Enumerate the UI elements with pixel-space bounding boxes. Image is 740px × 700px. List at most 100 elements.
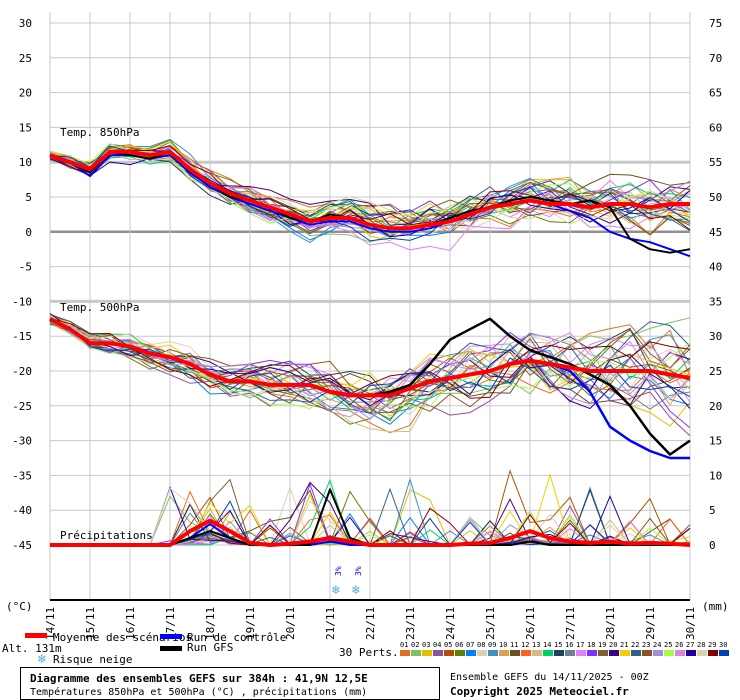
- member-legend-number: 22: [631, 641, 639, 649]
- member-legend-number: 21: [620, 641, 628, 649]
- snow-risk-percent: 3%: [354, 566, 363, 576]
- member-line-850: [49, 152, 691, 230]
- right-tick-label: 60: [709, 121, 722, 134]
- x-tick-label: 19/11: [244, 607, 257, 640]
- member-legend: 01 02 03 04 05 06 07 08 09 10 11 12 13 14 15 16 17 18 19 20…: [400, 641, 729, 656]
- member-legend-swatch: [477, 650, 487, 656]
- legend-control-label: Run de contrôle: [187, 631, 286, 644]
- member-line-500: [49, 323, 691, 422]
- legend-perts-label: 30 Perts.: [339, 646, 399, 659]
- x-tick-label: 24/11: [444, 607, 457, 640]
- x-tick-label: 26/11: [524, 607, 537, 640]
- member-legend-swatch: [686, 650, 696, 656]
- member-legend-number: 02: [411, 641, 419, 649]
- member-legend-number: 01: [400, 641, 408, 649]
- right-tick-label: 15: [709, 435, 722, 448]
- left-tick-label: -35: [12, 469, 32, 482]
- member-legend-number: 10: [499, 641, 507, 649]
- member-line-500: [49, 320, 691, 418]
- member-legend-swatch: [455, 650, 465, 656]
- member-legend-number: 14: [543, 641, 551, 649]
- legend-mean-swatch: [25, 633, 47, 638]
- x-tick-label: 18/11: [204, 607, 217, 640]
- snow-risk-percent: 3%: [334, 566, 343, 576]
- member-legend-swatch: [532, 650, 542, 656]
- legend-control-swatch: [160, 634, 182, 639]
- member-line-500: [49, 318, 691, 410]
- member-legend-number: 24: [653, 641, 661, 649]
- mean-line-850: [49, 149, 690, 231]
- member-legend-swatch: [433, 650, 443, 656]
- member-legend-swatch: [565, 650, 575, 656]
- member-legend-swatch: [719, 650, 729, 656]
- control-line-850: [49, 154, 691, 258]
- member-legend-number: 28: [697, 641, 705, 649]
- member-legend-number: 23: [642, 641, 650, 649]
- snowflake-icon: ❄: [351, 583, 360, 598]
- legend-gfs-label: Run GFS: [187, 641, 233, 654]
- legend-gfs-swatch: [160, 646, 182, 651]
- member-legend-swatch: [653, 650, 663, 656]
- member-line-850: [49, 145, 691, 231]
- right-tick-label: 75: [709, 17, 722, 30]
- member-legend-swatch: [543, 650, 553, 656]
- mean-line-precip: [50, 518, 691, 547]
- member-legend-swatch: [422, 650, 432, 656]
- member-legend-number: 27: [686, 641, 694, 649]
- member-legend-swatch: [697, 650, 707, 656]
- member-legend-swatch: [499, 650, 509, 656]
- member-legend-number: 18: [587, 641, 595, 649]
- left-tick-label: 15: [19, 121, 32, 134]
- member-line-500: [49, 313, 691, 420]
- member-legend-number: 20: [609, 641, 617, 649]
- x-tick-label: 22/11: [364, 607, 377, 640]
- member-line-850: [49, 149, 691, 226]
- right-tick-label: 40: [709, 261, 722, 274]
- member-legend-number: 07: [466, 641, 474, 649]
- member-legend-number: 29: [708, 641, 716, 649]
- member-legend-number: 03: [422, 641, 430, 649]
- left-tick-label: -25: [12, 400, 32, 413]
- label-precip: Précipitations: [60, 529, 153, 542]
- right-tick-label: 55: [709, 156, 722, 169]
- member-legend-swatch: [411, 650, 421, 656]
- member-legend-swatch: [708, 650, 718, 656]
- left-tick-label: -45: [12, 539, 32, 552]
- chart-title: Diagramme des ensembles GEFS sur 384h : …: [30, 672, 368, 685]
- x-tick-label: 30/11: [684, 607, 697, 640]
- member-legend-swatch: [631, 650, 641, 656]
- left-tick-label: 20: [19, 87, 32, 100]
- left-tick-label: -30: [12, 435, 32, 448]
- member-legend-number: 19: [598, 641, 606, 649]
- legend-snow-label: Risque neige: [53, 653, 132, 666]
- member-legend-swatch: [675, 650, 685, 656]
- member-legend-number: 15: [554, 641, 562, 649]
- member-legend-swatch: [620, 650, 630, 656]
- member-legend-number: 09: [488, 641, 496, 649]
- member-legend-swatch: [664, 650, 674, 656]
- mean-line-500: [49, 317, 691, 398]
- member-legend-number: 25: [664, 641, 672, 649]
- snow-risk-markers: 3% ❄ 3% ❄: [331, 566, 363, 598]
- right-tick-label: 25: [709, 365, 722, 378]
- right-tick-label: 20: [709, 400, 722, 413]
- member-legend-swatch: [488, 650, 498, 656]
- member-legend-number: 06: [455, 641, 463, 649]
- member-legend-number: 11: [510, 641, 518, 649]
- member-legend-number: 30: [719, 641, 727, 649]
- member-legend-number: 17: [576, 641, 584, 649]
- right-tick-label: 70: [709, 52, 722, 65]
- right-tick-label: 30: [709, 330, 722, 343]
- member-legend-number: 04: [433, 641, 441, 649]
- left-tick-label: -15: [12, 330, 32, 343]
- x-tick-label: 21/11: [324, 607, 337, 640]
- right-tick-label: 10: [709, 469, 722, 482]
- member-line-500: [49, 317, 691, 399]
- right-tick-label: 5: [709, 504, 716, 517]
- legend-mean-label: Moyenne des scénarios: [53, 631, 192, 644]
- left-tick-label: 30: [19, 17, 32, 30]
- label-t850: Temp. 850hPa: [60, 126, 139, 139]
- member-legend-swatch: [466, 650, 476, 656]
